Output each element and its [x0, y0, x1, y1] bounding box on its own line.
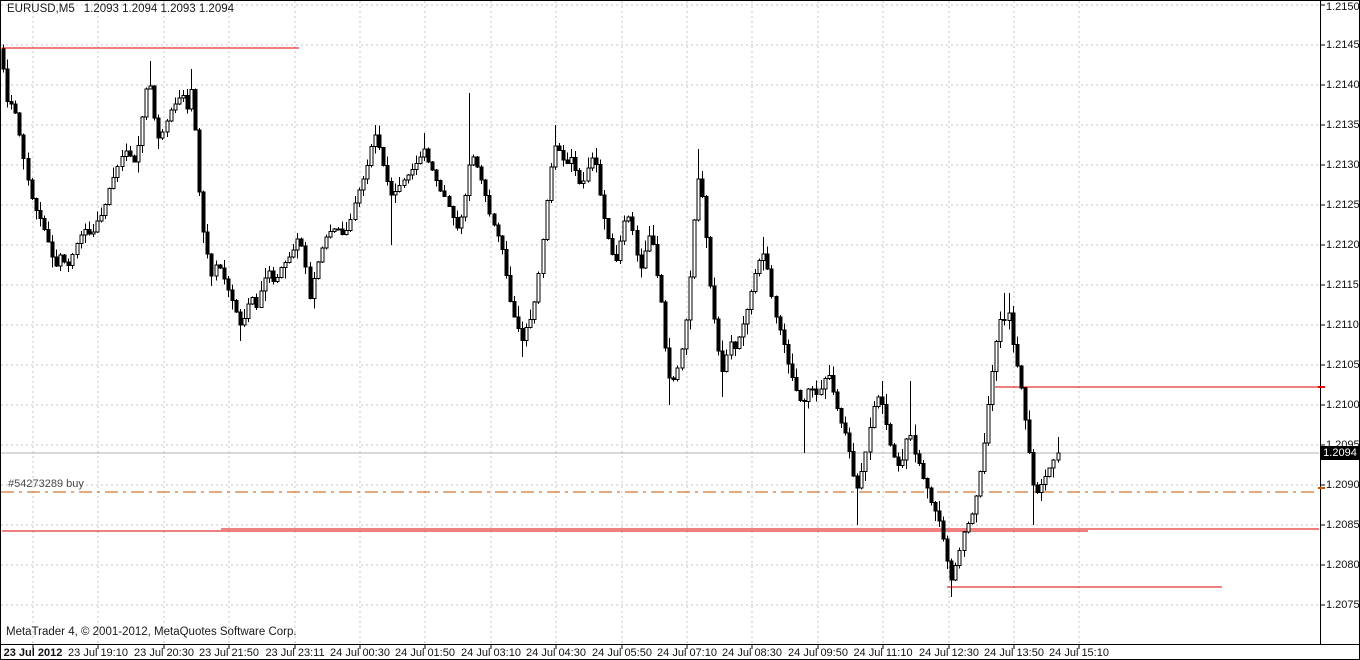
price-axis-label: 1.2130 — [1326, 159, 1360, 171]
price-axis-label: 1.2150 — [1326, 1, 1360, 13]
copyright-label: MetaTrader 4, © 2001-2012, MetaQuotes So… — [6, 626, 297, 638]
price-axis-label: 1.2090 — [1326, 479, 1360, 491]
price-axis-label: 1.2075 — [1326, 599, 1360, 611]
time-axis-label: 24 Jul 00:30 — [330, 647, 390, 659]
price-axis-label: 1.2110 — [1326, 319, 1359, 331]
price-axis-label: 1.2100 — [1326, 399, 1360, 411]
time-axis-label: 23 Jul 20:30 — [134, 647, 194, 659]
price-axis-label: 1.2145 — [1326, 39, 1360, 51]
candlesticks — [1, 44, 1061, 597]
price-axis-label: 1.2135 — [1326, 119, 1360, 131]
time-axis-label: 24 Jul 03:10 — [461, 647, 521, 659]
time-axis-label: 23 Jul 21:50 — [199, 647, 259, 659]
price-axis-label: 1.2125 — [1326, 199, 1360, 211]
price-axis-label: 1.2085 — [1326, 519, 1360, 531]
price-axis-label: 1.2120 — [1326, 239, 1360, 251]
time-axis-label: 24 Jul 07:10 — [657, 647, 717, 659]
symbol-label: EURUSD,M5 — [7, 3, 75, 15]
time-axis-label: 24 Jul 01:50 — [395, 647, 455, 659]
time-axis-label: 24 Jul 05:50 — [592, 647, 652, 659]
time-axis-label: 23 Jul 19:10 — [68, 647, 128, 659]
time-axis-label: 24 Jul 04:30 — [526, 647, 586, 659]
price-axis-label: 1.2115 — [1326, 279, 1359, 291]
time-axis-label: 24 Jul 11:10 — [853, 647, 913, 659]
time-axis-label: 24 Jul 08:30 — [722, 647, 782, 659]
time-axis-label: 24 Jul 13:50 — [984, 647, 1044, 659]
open-order-label: #54273289 buy — [8, 478, 84, 490]
ohlc-values: 1.2093 1.2094 1.2093 1.2094 — [83, 3, 235, 15]
symbol-ohlc-header: EURUSD,M5 1.2093 1.2094 1.2093 1.2094 — [7, 3, 234, 15]
current-price-box: 1.2094 — [1321, 446, 1359, 460]
time-axis-label: 23 Jul 23:11 — [265, 647, 325, 659]
horizontal-level-lines[interactable] — [1, 47, 1319, 588]
time-axis-label: 23 Jul 2012 — [3, 647, 63, 659]
price-axis-label: 1.2140 — [1326, 79, 1360, 91]
time-axis-label: 24 Jul 15:10 — [1049, 647, 1109, 659]
time-axis-label: 24 Jul 09:50 — [788, 647, 848, 659]
time-axis-label: 24 Jul 12:30 — [919, 647, 979, 659]
price-axis-label: 1.2080 — [1326, 559, 1360, 571]
price-axis-label: 1.2105 — [1326, 359, 1360, 371]
